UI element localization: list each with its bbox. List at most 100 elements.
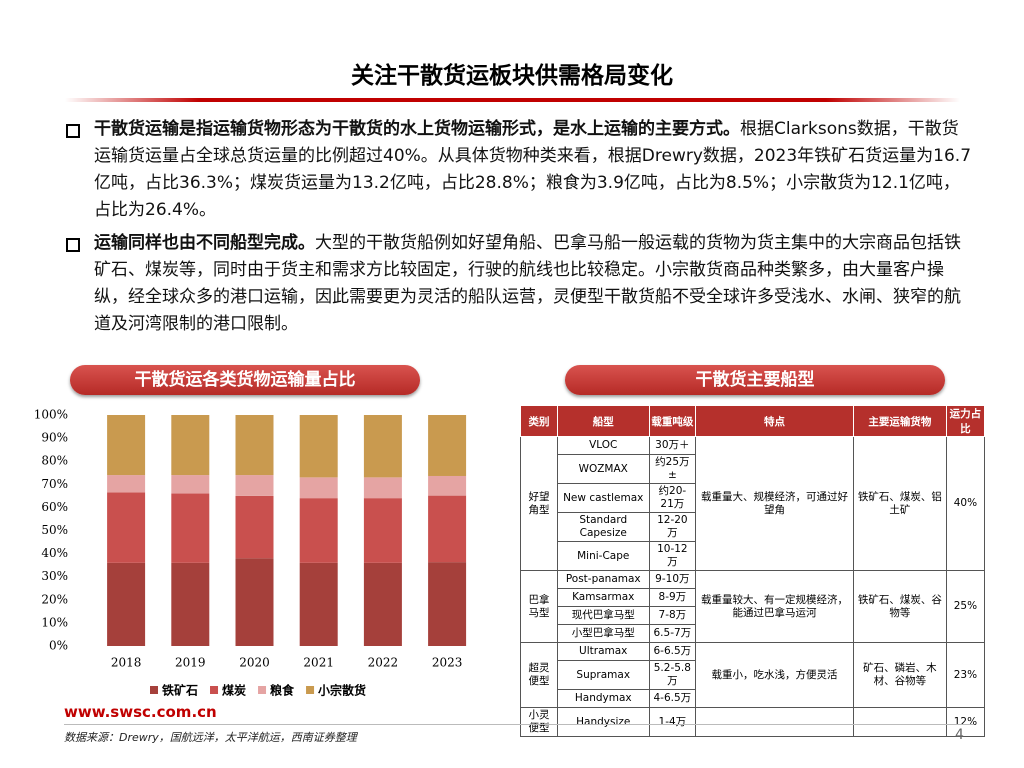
- bar-segment: [171, 475, 210, 494]
- feature-cell: 载重小，吃水浅，方便灵活: [695, 642, 854, 708]
- ship-cell: 现代巴拿马型: [556, 606, 650, 625]
- ship-cell: Handymax: [556, 689, 650, 708]
- table-row: 现代巴拿马型 7-8万: [521, 606, 985, 625]
- header-cell: 船型: [556, 405, 650, 437]
- dwt-cell: 4-6.5万: [648, 689, 697, 708]
- header-cell: 运力占比: [945, 405, 986, 437]
- footer-rule: [64, 724, 974, 725]
- bar-segment: [428, 475, 467, 496]
- y-tick-label: 90%: [41, 431, 68, 445]
- bar-segment: [363, 477, 402, 499]
- table-row: Handymax 4-6.5万: [521, 689, 985, 708]
- x-tick-label: 2022: [368, 656, 399, 670]
- dwt-cell: 约20-21万: [648, 483, 697, 513]
- ship-cell: WOZMAX: [556, 454, 650, 484]
- footer-site: www.swsc.com.cn: [64, 703, 217, 721]
- bar-segment: [107, 492, 146, 563]
- y-tick-label: 0%: [49, 639, 68, 653]
- table-row: 小灵便型 Handysize 1-4万 12%: [520, 707, 986, 737]
- header-cell: 特点: [695, 405, 854, 437]
- bar-segment: [171, 493, 210, 563]
- ship-cell: Ultramax: [556, 642, 650, 661]
- page-number: 4: [955, 727, 964, 743]
- table-row: 超灵便型 Ultramax 6-6.5万 载重小，吃水浅，方便灵活 矿石、磷岩、木材、谷…: [520, 642, 986, 708]
- header-cell: 类别: [520, 405, 558, 437]
- goods-cell: 铁矿石、煤炭、铝土矿: [852, 436, 947, 571]
- x-tick-label: 2020: [239, 656, 270, 670]
- ship-cell: 小型巴拿马型: [556, 624, 650, 643]
- bar-segment: [171, 415, 210, 476]
- bullet-list: 干散货运输是指运输货物形态为干散货的水上货物运输形式，是水上运输的主要方式。根据…: [64, 116, 974, 344]
- bar-segment: [235, 495, 274, 559]
- y-tick-label: 10%: [41, 615, 68, 629]
- share-cell: 23%: [945, 642, 986, 708]
- ship-cell: New castlemax: [556, 483, 650, 513]
- table-row: 好望角型 VLOC 30万＋ 载重量大、规模经济，可通过好望角 铁矿石、煤炭、铝土矿 40…: [520, 436, 986, 571]
- header-cell: 载重吨级: [648, 405, 697, 437]
- bullet: 运输同样也由不同船型完成。大型的干散货船例如好望角船、巴拿马船一般运载的货物为货…: [64, 230, 974, 338]
- ship-cell: Standard Capesize: [556, 512, 650, 542]
- slide-title: 关注干散货运板块供需格局变化: [351, 63, 673, 89]
- y-tick-label: 70%: [41, 477, 68, 491]
- y-tick-label: 80%: [41, 454, 68, 468]
- table-row: WOZMAX 约25万±: [521, 454, 985, 484]
- bullet: 干散货运输是指运输货物形态为干散货的水上货物运输形式，是水上运输的主要方式。根据…: [64, 116, 974, 224]
- bar-segment: [235, 558, 274, 646]
- dwt-cell: 7-8万: [648, 606, 697, 625]
- ship-cell: Kamsarmax: [556, 588, 650, 607]
- dwt-cell: 6.5-7万: [648, 624, 697, 643]
- ship-cell: Post-panamax: [556, 570, 650, 589]
- dwt-cell: 6-6.5万: [648, 642, 697, 661]
- table-title: 干散货主要船型: [565, 365, 945, 395]
- dwt-cell: 30万＋: [648, 436, 697, 455]
- type-cell: 好望角型: [520, 436, 558, 571]
- title-rule: [65, 98, 960, 102]
- bar-segment: [363, 562, 402, 646]
- goods-cell: [852, 707, 947, 737]
- bar-segment: [299, 498, 338, 563]
- bar-segment: [107, 415, 146, 476]
- share-cell: 25%: [945, 570, 986, 643]
- bullet-icon: [66, 124, 80, 138]
- bar-segment: [428, 415, 467, 476]
- ship-cell: Handysize: [556, 707, 650, 737]
- table-row: 小型巴拿马型 6.5-7万: [521, 624, 985, 643]
- x-tick-label: 2021: [303, 656, 334, 670]
- bar-segment: [299, 415, 338, 478]
- header-row: 类别 船型 载重吨级 特点 主要运输货物 运力占比: [520, 405, 986, 437]
- bar-segment: [363, 415, 402, 478]
- legend-swatch: [258, 686, 267, 694]
- type-cell: 小灵便型: [520, 707, 558, 737]
- feature-cell: 载重量较大、有一定规模经济，能通过巴拿马运河: [695, 570, 854, 643]
- ship-table: 类别 船型 载重吨级 特点 主要运输货物 运力占比 好望角型 VLOC 30万＋ 载重量大、规模经…: [520, 405, 986, 737]
- ship-cell: Mini-Cape: [556, 541, 650, 571]
- dwt-cell: 5.2-5.8万: [648, 660, 697, 690]
- bar-segment: [299, 477, 338, 499]
- ship-cell: Supramax: [556, 660, 650, 690]
- type-cell: 巴拿马型: [520, 570, 558, 643]
- header-cell: 主要运输货物: [852, 405, 947, 437]
- bar-segment: [428, 495, 467, 563]
- bar-segment: [235, 415, 274, 476]
- bullet-icon: [66, 238, 80, 252]
- legend-label: 粮食: [270, 683, 295, 698]
- bar-segment: [171, 562, 210, 646]
- feature-cell: 载重量大、规模经济，可通过好望角: [695, 436, 854, 571]
- dwt-cell: 1-4万: [648, 707, 697, 737]
- bullet-lead: 干散货运输是指运输货物形态为干散货的水上货物运输形式，是水上运输的主要方式。: [94, 119, 740, 139]
- chart-title: 干散货运各类货物运输量占比: [70, 365, 420, 395]
- y-tick-label: 60%: [41, 500, 68, 514]
- bar-segment: [363, 498, 402, 563]
- legend-swatch: [210, 686, 219, 694]
- table-row: 巴拿马型 Post-panamax 9-10万 载重量较大、有一定规模经济，能通过巴拿…: [520, 570, 986, 643]
- bar-segment: [107, 562, 146, 646]
- y-tick-label: 20%: [41, 592, 68, 606]
- y-tick-label: 50%: [41, 523, 68, 537]
- y-tick-label: 30%: [41, 569, 68, 583]
- x-tick-label: 2019: [175, 656, 206, 670]
- ship-cell: VLOC: [556, 436, 650, 455]
- bullet-text: 大型的干散货船例如好望角船、巴拿马船一般运载的货物为货主集中的大宗商品包括铁矿石…: [94, 233, 961, 334]
- share-cell: 12%: [945, 707, 986, 737]
- table-row: New castlemax 约20-21万: [521, 483, 985, 513]
